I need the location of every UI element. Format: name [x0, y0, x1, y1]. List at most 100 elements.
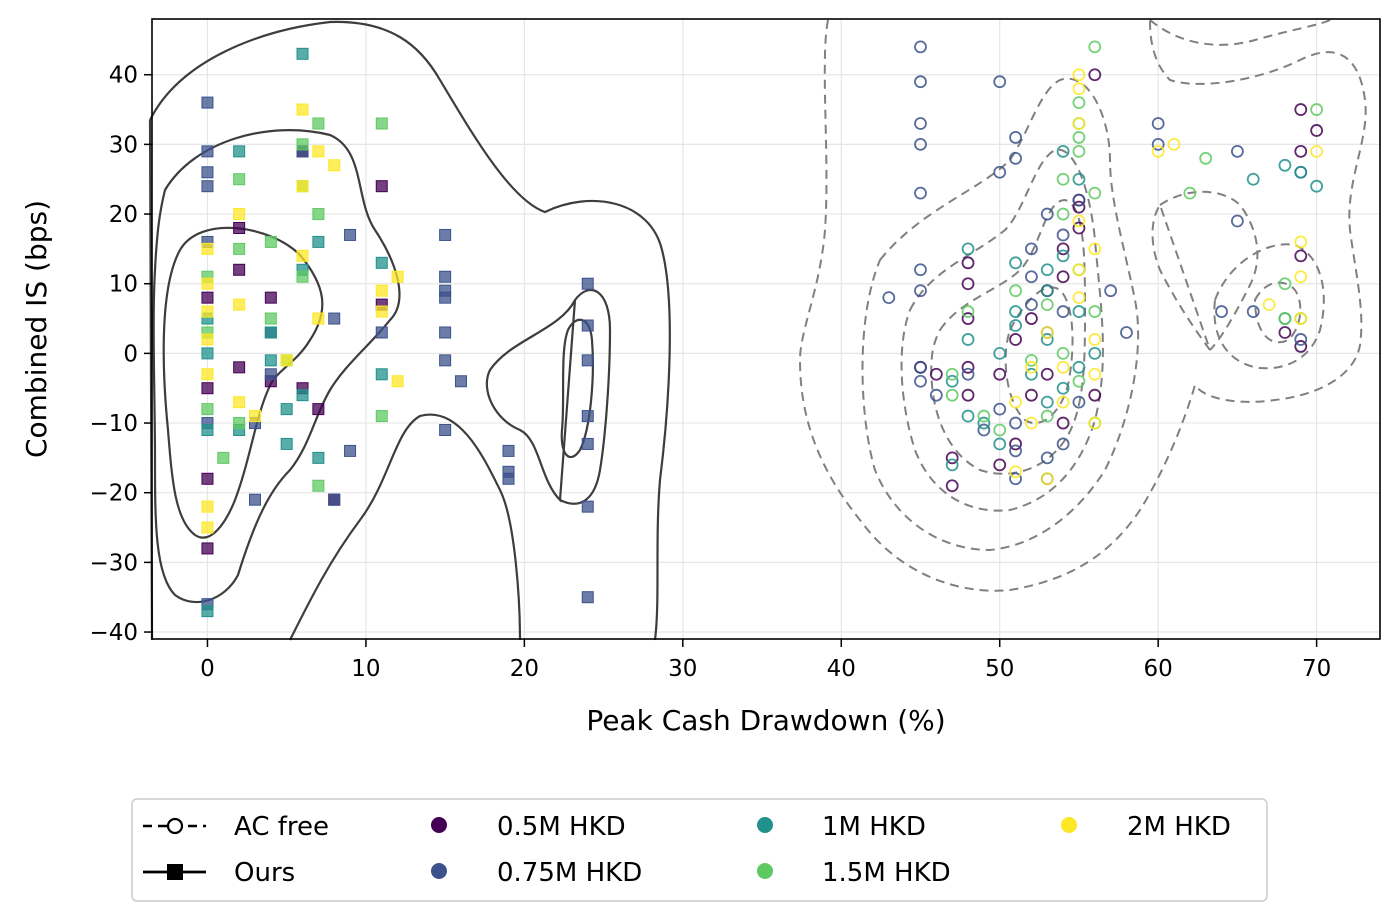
point-ac-free [961, 367, 975, 381]
point-ac-free [1294, 312, 1308, 325]
point-ac-free [1025, 242, 1038, 256]
point-ours [296, 389, 309, 402]
point-ours [312, 451, 325, 464]
point-ac-free [993, 367, 1007, 381]
point-ours [581, 437, 594, 450]
y-tick-label: 0 [123, 341, 138, 367]
point-ac-free [1040, 298, 1054, 312]
point-ac-free [1056, 437, 1070, 451]
point-ours [233, 361, 246, 374]
point-ac-free [1246, 305, 1260, 318]
legend-label-0-5m: 0.5M HKD [497, 812, 626, 842]
point-ours [581, 354, 594, 367]
point-ac-free [945, 367, 959, 381]
y-tick-label: −40 [89, 620, 138, 646]
point-ac-free [1009, 444, 1022, 458]
point-ours [502, 465, 515, 478]
scatter-points [201, 40, 1324, 618]
point-ours [233, 298, 246, 311]
point-ours [375, 410, 388, 423]
point-ac-free [1294, 270, 1308, 284]
point-ac-free [1056, 395, 1070, 409]
point-ac-free [1040, 395, 1054, 409]
point-ours [296, 103, 309, 116]
point-ours [280, 354, 293, 367]
point-ours [312, 403, 325, 416]
point-ac-free [914, 137, 927, 151]
point-ours [344, 228, 357, 241]
point-ac-free [1040, 207, 1054, 221]
point-ac-free [1056, 228, 1070, 242]
point-ac-free [1072, 263, 1086, 277]
point-ac-free [1310, 144, 1324, 158]
point-ac-free [929, 388, 943, 402]
point-ours [312, 208, 325, 221]
point-ac-free [1056, 416, 1070, 430]
contour-ac-free-8 [1151, 202, 1211, 351]
point-ac-free [1278, 326, 1292, 339]
legend-entry-0-75m: 0.75M HKD [431, 858, 642, 888]
point-ac-free [1056, 242, 1070, 256]
point-ac-free [1009, 131, 1022, 144]
point-ac-free [1056, 207, 1070, 221]
point-ours [264, 291, 277, 304]
point-ac-free [1040, 326, 1054, 339]
point-ours [439, 270, 452, 283]
point-ac-free [1088, 186, 1102, 200]
point-ac-free [1199, 151, 1213, 165]
point-ours [233, 145, 246, 158]
point-ours [264, 312, 277, 325]
point-ours [264, 368, 277, 381]
point-ac-free [1025, 312, 1038, 325]
point-ac-free [993, 75, 1007, 89]
point-ours [375, 117, 388, 130]
point-ac-free [977, 423, 991, 437]
point-ours [233, 221, 246, 234]
point-ac-free [1088, 346, 1102, 360]
point-ours [296, 270, 309, 283]
point-ours [248, 410, 261, 423]
point-ac-free [1072, 305, 1086, 318]
legend-label-1m: 1M HKD [822, 812, 926, 842]
contour-ac-free-6 [1004, 286, 1074, 425]
point-ac-free [1294, 333, 1308, 346]
y-tick-label: −30 [89, 550, 138, 576]
x-tick-label: 50 [985, 656, 1014, 682]
point-ours [201, 500, 214, 513]
point-ac-free [1072, 291, 1086, 305]
point-ac-free [1088, 367, 1102, 381]
point-ac-free [1072, 82, 1086, 96]
point-ours [391, 270, 404, 283]
point-ac-free [961, 333, 975, 346]
x-tick-label: 70 [1302, 656, 1331, 682]
point-ac-free [977, 409, 991, 423]
point-ac-free [993, 165, 1007, 179]
point-ac-free [914, 284, 927, 298]
y-tick-label: −20 [89, 481, 138, 507]
legend-entry-1m: 1M HKD [757, 812, 926, 842]
point-ours [233, 208, 246, 221]
contour-ours-lobe [560, 318, 594, 458]
point-ac-free [961, 388, 975, 402]
contour-ours-mid [152, 129, 401, 604]
point-ac-free [961, 312, 975, 325]
point-ours [375, 305, 388, 318]
legend-box [131, 798, 1268, 902]
point-ours [233, 396, 246, 409]
point-ours [391, 375, 404, 388]
point-ours [581, 410, 594, 423]
point-ac-free [945, 458, 959, 472]
point-ac-free [961, 242, 975, 256]
point-ours [312, 145, 325, 158]
point-ours [264, 235, 277, 248]
x-axis-label: Peak Cash Drawdown (%) [586, 704, 945, 737]
x-tick-label: 10 [351, 656, 380, 682]
point-ac-free [1294, 235, 1308, 249]
point-ac-free [1088, 333, 1102, 346]
point-ac-free [1230, 214, 1244, 228]
point-ours [201, 242, 214, 255]
point-ours [233, 173, 246, 186]
point-ours [439, 291, 452, 304]
point-ac-free [1040, 333, 1054, 346]
